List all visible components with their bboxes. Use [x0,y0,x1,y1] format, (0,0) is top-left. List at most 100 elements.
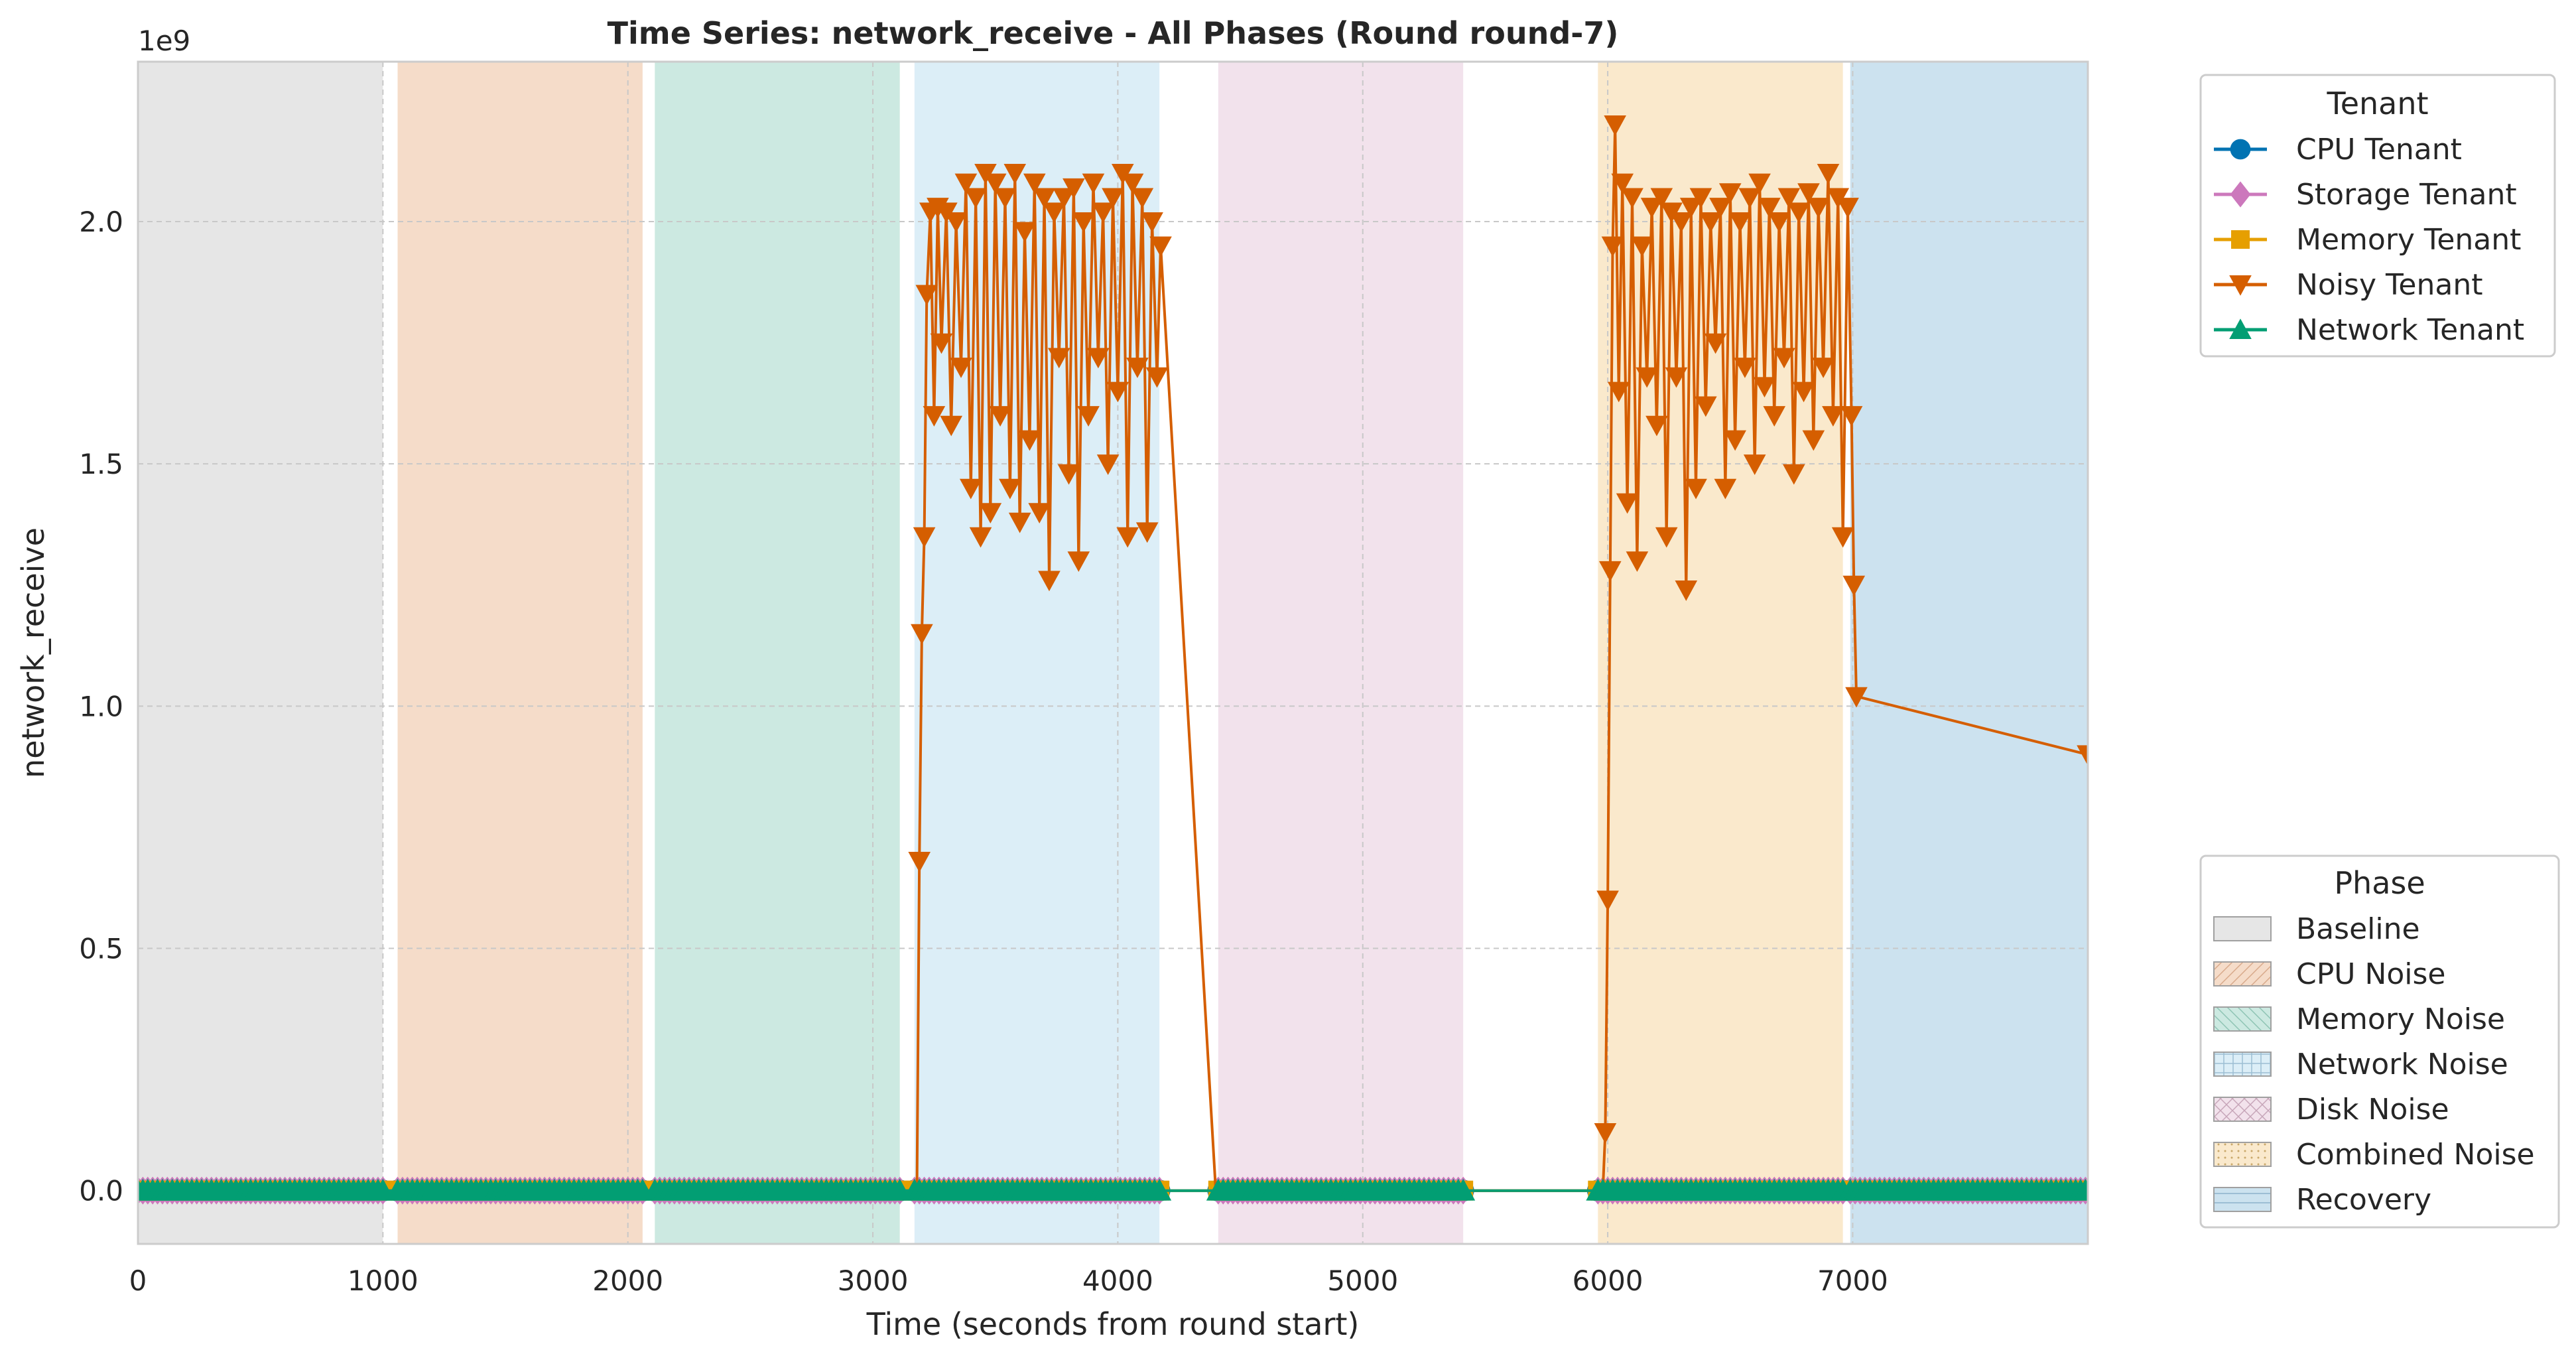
data-point [1057,464,1080,485]
legend-item-cpu-noise: CPU Noise [2213,957,2446,991]
data-point [940,415,963,437]
legend-label: Network Tenant [2296,313,2524,347]
x-tick-label: 0 [129,1264,147,1297]
data-point [1831,527,1854,548]
y-tick-label: 1.0 [79,690,123,722]
y-tick-label: 2.0 [79,206,123,238]
data-point [1077,406,1100,427]
data-point [1807,198,1830,218]
data-point [1106,381,1129,403]
data-point [999,478,1021,500]
y-tick-label: 1.5 [79,448,123,480]
x-tick-label: 2000 [592,1264,663,1297]
tenant-legend-frame [2199,74,2556,358]
data-point [1131,188,1154,209]
data-point [1743,454,1766,475]
data-point [1718,183,1742,204]
data-point [1842,575,1866,596]
data-point [913,527,936,548]
data-point [1845,687,1868,708]
data-point [1792,381,1815,403]
data-point [1822,406,1844,427]
data-point [1817,163,1840,184]
data-point [1626,551,1649,573]
data-point [1135,522,1159,543]
data-point [1655,527,1678,548]
legend-label: Noisy Tenant [2296,268,2482,302]
legend-label: CPU Tenant [2296,133,2462,167]
data-point [994,188,1017,209]
data-point [1630,236,1653,257]
data-point [1023,173,1046,194]
data-point [1116,527,1139,548]
phase-legend-title: Phase [2334,865,2425,901]
legend-item-baseline: Baseline [2213,912,2420,946]
legend-label: Network Noise [2296,1048,2508,1081]
data-point [1670,212,1693,233]
data-point [1802,430,1825,451]
legend-item-network-tenant: Network Tenant [2214,313,2524,347]
data-point [954,173,978,194]
data-point [908,852,931,872]
data-point [944,212,968,233]
phase-legend-frame [2199,854,2560,1229]
data-point [1008,512,1031,533]
phase-band-cpu-noise [397,62,643,1244]
legend-item-memory-noise: Memory Noise [2213,1002,2505,1036]
legend-swatch [2213,1142,2272,1167]
data-point [1596,890,1619,912]
legend-label: Baseline [2296,912,2420,946]
legend-marker [2230,139,2251,160]
data-point [1840,406,1863,427]
data-point [1126,358,1149,378]
data-point [1640,198,1663,218]
legend-label: CPU Noise [2296,957,2446,991]
y-multiplier-label: 1e9 [138,25,190,57]
data-point [1787,202,1810,224]
legend-item-cpu-tenant: CPU Tenant [2214,133,2462,167]
data-point [1033,188,1056,209]
data-point [1102,188,1124,209]
data-point [1699,212,1722,233]
data-point [1773,348,1795,369]
phase-band-disk-noise [1218,62,1464,1244]
data-point [923,406,946,427]
data-point [1047,348,1070,369]
data-point [1096,454,1120,475]
data-point [1141,212,1163,233]
series-network-tenant [138,1178,2088,1201]
legend-item-combined-noise: Combined Noise [2213,1138,2535,1172]
data-point [969,527,992,548]
series-layer [138,115,2088,1205]
data-point [964,188,987,209]
data-point [1028,503,1051,524]
legend-item-noisy-tenant: Noisy Tenant [2214,268,2482,302]
data-point [1067,551,1090,573]
data-point [1704,333,1727,354]
data-point [1053,188,1075,209]
data-point [1616,493,1639,514]
y-tick-label: 0.5 [79,933,123,965]
phase-band-baseline [138,62,383,1244]
phase-bands [138,62,2088,1244]
legend-marker [2229,318,2252,339]
data-point [1685,478,1707,500]
legend-swatch [2213,1006,2272,1032]
data-point [1092,202,1115,224]
data-point [1782,464,1805,485]
data-point [1013,222,1036,243]
x-axis-ticks: 0 1000 2000 3000 4000 5000 6000 7000 [129,1264,1888,1297]
data-point [1724,430,1746,451]
x-tick-label: 7000 [1817,1264,1888,1297]
data-point [1695,396,1717,417]
legend-label: Memory Noise [2296,1002,2505,1036]
data-point [1598,561,1622,582]
y-axis-ticks: 0.0 0.5 1.0 1.5 2.0 [79,206,123,1207]
data-point [1728,212,1752,233]
data-point [1748,173,1771,194]
data-point [1147,1178,1172,1201]
data-point [1836,198,1859,218]
phase-band-memory-noise [655,62,900,1244]
legend-marker [2231,230,2250,249]
